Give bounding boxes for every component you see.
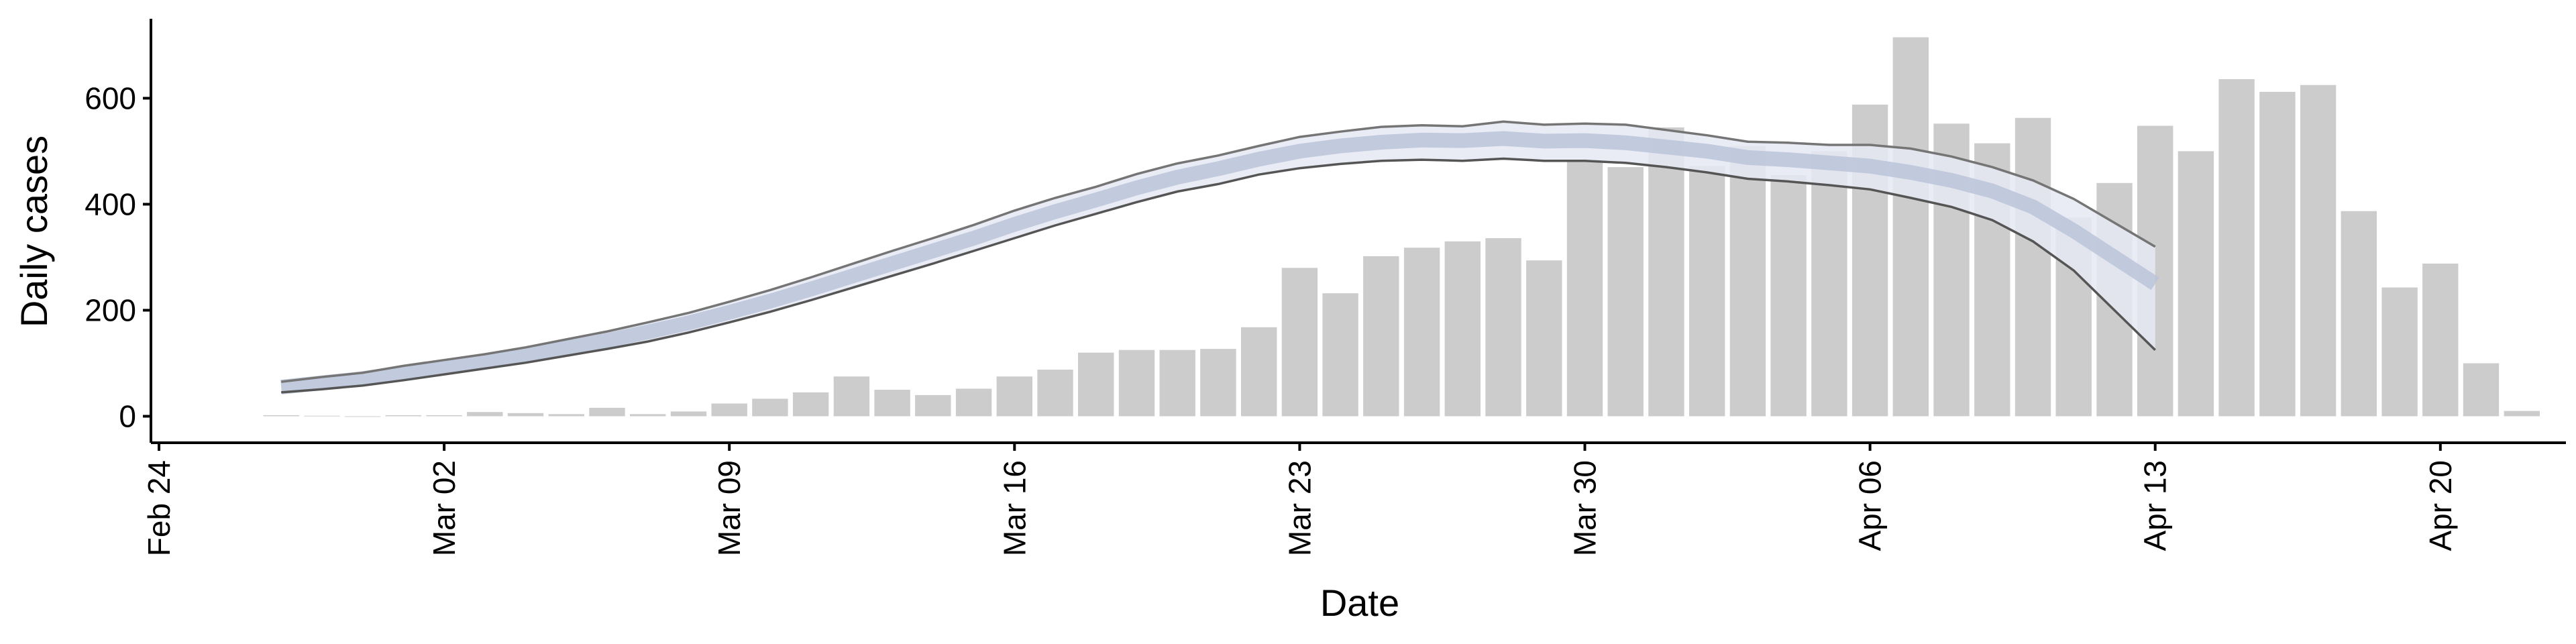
bar-2020-03-08 <box>670 411 707 417</box>
bar-2020-03-21 <box>1200 349 1236 417</box>
estimate-ribbon <box>280 120 2159 394</box>
bar-2020-03-11 <box>792 392 829 417</box>
bar-2020-03-06 <box>589 407 625 417</box>
bar-2020-03-05 <box>548 414 584 417</box>
x-tick-label-2020-03-23: Mar 23 <box>1282 460 1317 556</box>
bar-2020-03-15 <box>955 388 992 417</box>
bar-2020-02-28 <box>304 415 340 417</box>
ribbon-upper-line <box>280 120 2156 383</box>
bar-2020-03-03 <box>467 412 503 417</box>
ribbon-lower-line <box>281 157 2156 394</box>
bar-2020-03-27 <box>1444 241 1481 417</box>
bar-2020-03-26 <box>1403 248 1440 417</box>
bar-2020-04-03 <box>1729 146 1766 417</box>
bar-2020-04-22 <box>2504 411 2540 417</box>
x-axis-title: Date <box>1320 582 1399 624</box>
bar-2020-04-15 <box>2218 79 2255 417</box>
bar-2020-04-18 <box>2341 211 2377 417</box>
bar-2020-04-04 <box>1770 175 1807 417</box>
bar-2020-04-01 <box>1648 127 1684 417</box>
bars <box>263 37 2540 417</box>
bar-2020-03-23 <box>1281 268 1318 417</box>
x-tick-label-2020-02-24: Feb 24 <box>142 460 176 556</box>
bar-2020-04-19 <box>2381 287 2418 417</box>
bar-2020-03-29 <box>1526 260 1562 417</box>
x-tick-label-2020-03-02: Mar 02 <box>427 460 462 556</box>
y-axis-title: Daily cases <box>13 136 55 327</box>
bar-2020-04-07 <box>1892 37 1929 417</box>
x-tick-label-2020-03-30: Mar 30 <box>1568 460 1603 556</box>
bar-2020-03-28 <box>1485 238 1521 417</box>
bar-2020-03-01 <box>385 415 422 417</box>
bar-2020-03-30 <box>1566 162 1603 417</box>
bar-2020-03-19 <box>1118 350 1155 417</box>
axes: 0 200 400 600 Feb 24 Mar 02 Mar 09 Mar 16 Mar 23… <box>85 19 2566 556</box>
bar-2020-04-10 <box>2015 117 2051 417</box>
bar-2020-04-20 <box>2422 263 2459 417</box>
bar-2020-03-14 <box>915 394 951 417</box>
bar-2020-04-05 <box>1811 151 1847 417</box>
bar-2020-03-13 <box>874 390 910 417</box>
bar-2020-03-18 <box>1078 352 1114 417</box>
bar-2020-03-31 <box>1607 167 1644 417</box>
bar-2020-03-04 <box>507 413 544 417</box>
bar-2020-03-17 <box>1037 370 1073 417</box>
bar-2020-03-12 <box>833 376 870 417</box>
bar-2020-04-02 <box>1689 166 1725 417</box>
bar-2020-03-10 <box>752 398 788 417</box>
y-tick-label-200: 200 <box>85 292 136 327</box>
x-tick-label-2020-04-13: Apr 13 <box>2138 460 2173 551</box>
x-tick-label-2020-04-06: Apr 06 <box>1853 460 1888 551</box>
bar-2020-04-21 <box>2463 363 2500 417</box>
bar-2020-03-09 <box>711 403 747 417</box>
y-tick-label-0: 0 <box>119 398 136 433</box>
bar-2020-03-25 <box>1363 256 1399 417</box>
bar-2020-04-17 <box>2300 85 2337 417</box>
y-tick-label-600: 600 <box>85 80 136 115</box>
ribbon-median-line <box>280 131 2159 394</box>
bar-2020-03-24 <box>1322 293 1358 417</box>
x-tick-label-2020-03-09: Mar 09 <box>712 460 747 556</box>
bar-2020-03-07 <box>630 414 666 417</box>
x-tick-label-2020-04-20: Apr 20 <box>2423 460 2458 551</box>
bar-2020-02-27 <box>263 415 299 417</box>
bar-2020-04-14 <box>2178 151 2214 417</box>
bar-2020-03-02 <box>426 415 462 417</box>
bar-2020-04-16 <box>2259 91 2296 417</box>
x-tick-label-2020-03-16: Mar 16 <box>997 460 1032 556</box>
bar-2020-03-22 <box>1241 327 1277 417</box>
bar-2020-03-16 <box>996 376 1032 417</box>
y-tick-label-400: 400 <box>85 186 136 221</box>
bar-2020-03-20 <box>1159 350 1195 417</box>
